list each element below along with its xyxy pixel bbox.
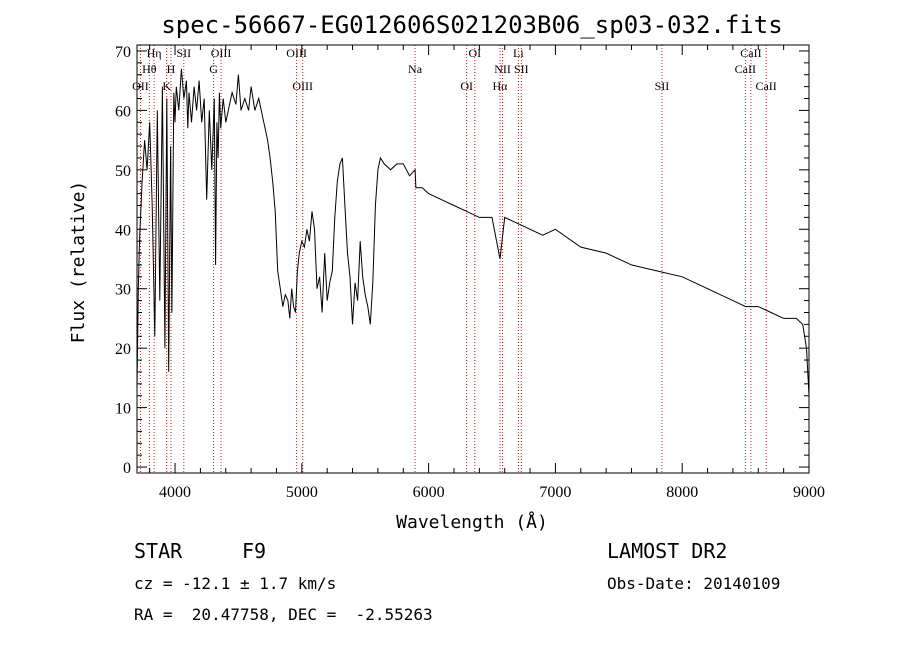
object-class: STAR [134,539,183,563]
spectral-line-label: SII [655,79,670,93]
spectral-line-label: CaII [740,46,761,60]
x-tick-label: 9000 [793,484,825,501]
spectral-line-label: Na [408,62,423,76]
y-axis-label: Flux (relative) [68,181,89,344]
spectral-line-label: OII [132,79,149,93]
x-tick-label: 8000 [666,484,698,501]
spectral-line-label: Li [513,46,524,60]
spectral-line-label: H [167,62,176,76]
x-tick-label: 6000 [413,484,445,501]
spectral-line-label: CaII [735,62,756,76]
x-axis-ticks: 4000 5000 6000 7000 8000 9000 [149,45,825,501]
plot-frame [136,44,810,474]
y-tick-label: 40 [115,222,131,239]
spectral-line-label: CaII [755,79,776,93]
spectral-line-label: OIII [211,46,232,60]
spectral-line-label: K [162,79,171,93]
y-tick-label: 0 [123,460,131,477]
y-tick-label: 20 [115,341,131,358]
spectral-line-label: Hη [147,46,162,60]
coordinates-line: RA = 20.47758, DEC = -2.55263 [134,605,433,624]
x-tick-label: 5000 [286,484,318,501]
spectral-line-label: Hθ [142,62,157,76]
obs-date-line: Obs-Date: 20140109 [607,574,780,593]
spectral-line-label: OIII [286,46,307,60]
spectral-line-label: G [209,62,218,76]
spectral-line-label: OI [460,79,473,93]
spectral-line-label: Hα [493,79,509,93]
spectral-line-labels: HηHθOIISIIHKOIIIGOIIIOIIINaOIOINIIHαLiSI… [132,46,777,93]
chart-title: spec-56667-EG012606S021203B06_sp03-032.f… [161,11,782,39]
y-tick-label: 50 [115,163,131,180]
y-tick-label: 10 [115,401,131,418]
spectral-line-label: OI [468,46,481,60]
x-axis-label: Wavelength (Å) [396,511,548,533]
redshift-line: cz = -12.1 ± 1.7 km/s [134,574,336,593]
spectral-line-label: SII [176,46,191,60]
survey-name: LAMOST DR2 [607,539,727,563]
object-subclass: F9 [242,539,266,563]
x-tick-label: 4000 [159,484,191,501]
y-tick-label: 30 [115,282,131,299]
y-tick-label: 70 [115,44,131,61]
x-tick-label: 7000 [539,484,571,501]
spectrum-line [136,68,810,396]
spectral-line-label: SII [514,62,529,76]
y-tick-label: 60 [115,103,131,120]
spectral-line-markers [139,45,767,473]
spectral-line-label: NII [494,62,511,76]
spectral-line-label: OIII [292,79,313,93]
y-axis-ticks: 0 10 20 30 40 50 60 70 [115,44,809,477]
